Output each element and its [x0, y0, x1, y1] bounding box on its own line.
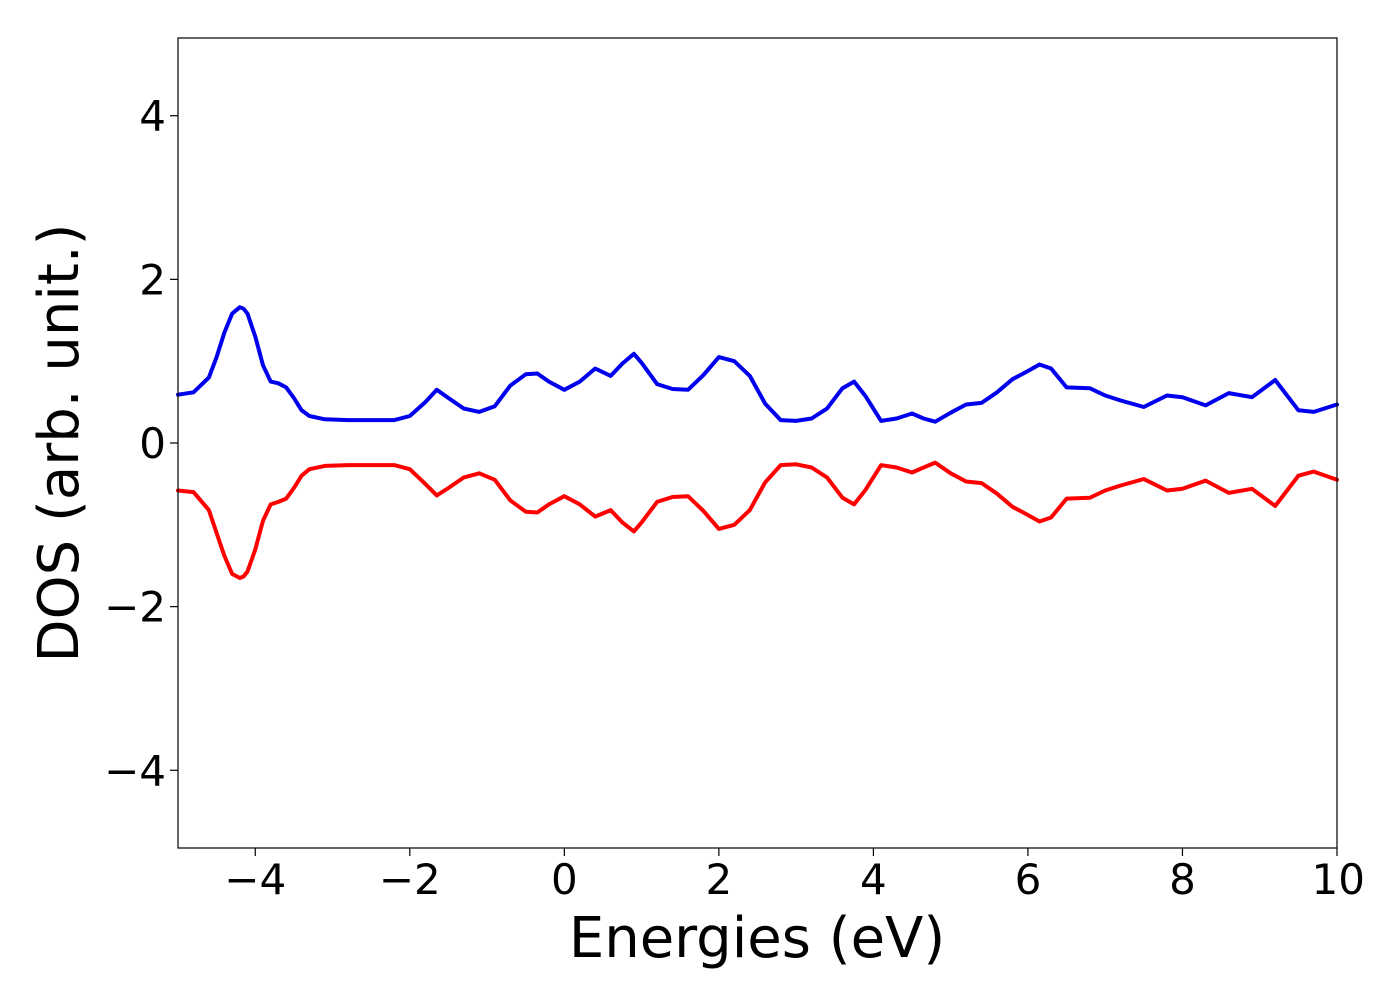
y-tick-label: −4: [104, 746, 166, 795]
x-axis-ticks: −4 −2 0 2 4 6 8 10: [224, 848, 1365, 904]
y-tick-label: 4: [139, 92, 166, 141]
y-tick-label: 0: [139, 419, 166, 468]
y-tick-label: −2: [104, 583, 166, 632]
plot-frame: [177, 37, 1338, 849]
plot-area: [176, 305, 1339, 580]
dos-series-line-2: [176, 460, 1339, 580]
y-tick-label: 2: [139, 255, 166, 304]
x-tick-label: −4: [224, 855, 286, 904]
dos-series-line-1: [176, 305, 1339, 424]
x-tick-label: 8: [1169, 855, 1196, 904]
x-tick-label: 0: [551, 855, 578, 904]
x-tick-label: 6: [1015, 855, 1042, 904]
x-tick-label: 10: [1312, 855, 1365, 904]
x-tick-label: 2: [705, 855, 732, 904]
y-axis-title: DOS (arb. unit.): [27, 223, 92, 662]
x-tick-label: 4: [860, 855, 887, 904]
y-axis-ticks: −4 −2 0 2 4: [104, 92, 178, 795]
x-tick-label: −2: [379, 855, 441, 904]
x-axis-title: Energies (eV): [569, 906, 945, 971]
